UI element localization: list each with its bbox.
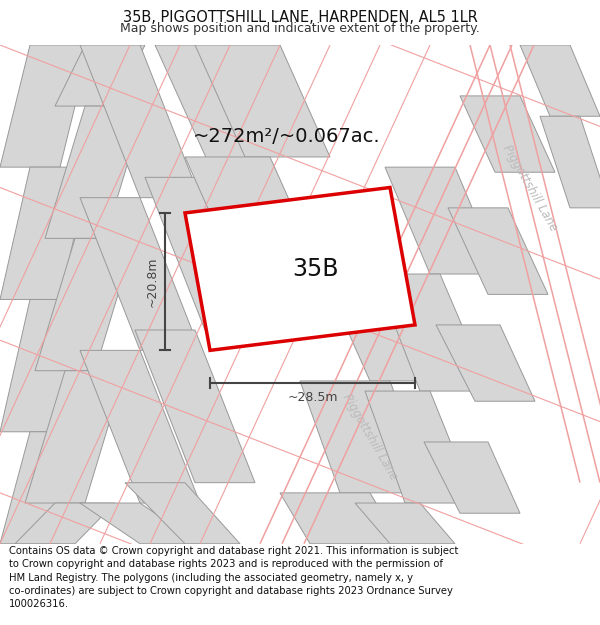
Polygon shape (80, 351, 200, 503)
Polygon shape (25, 371, 125, 503)
Polygon shape (80, 198, 200, 351)
Polygon shape (448, 208, 548, 294)
Polygon shape (15, 503, 115, 544)
Text: Piggottshill Lane: Piggottshill Lane (340, 391, 400, 482)
Text: ~28.5m: ~28.5m (287, 391, 338, 404)
Polygon shape (540, 116, 600, 208)
Text: Piggottshill Lane: Piggottshill Lane (500, 142, 560, 233)
Polygon shape (55, 45, 145, 106)
Polygon shape (300, 381, 430, 493)
Polygon shape (280, 493, 400, 544)
Text: 35B, PIGGOTTSHILL LANE, HARPENDEN, AL5 1LR: 35B, PIGGOTTSHILL LANE, HARPENDEN, AL5 1… (122, 10, 478, 25)
Polygon shape (355, 503, 455, 544)
Polygon shape (520, 45, 600, 116)
Text: ~272m²/~0.067ac.: ~272m²/~0.067ac. (193, 127, 381, 146)
Polygon shape (0, 45, 90, 167)
Polygon shape (0, 299, 90, 432)
Polygon shape (35, 238, 135, 371)
Polygon shape (185, 157, 320, 269)
Polygon shape (45, 106, 145, 238)
Polygon shape (145, 177, 265, 330)
Polygon shape (135, 330, 255, 482)
Polygon shape (0, 432, 90, 544)
Polygon shape (424, 442, 520, 513)
Text: Contains OS data © Crown copyright and database right 2021. This information is : Contains OS data © Crown copyright and d… (9, 546, 458, 609)
Polygon shape (436, 325, 535, 401)
Polygon shape (385, 167, 500, 274)
Polygon shape (155, 45, 270, 177)
Text: 35B: 35B (292, 257, 338, 281)
Polygon shape (365, 391, 475, 503)
Polygon shape (80, 45, 200, 198)
Text: ~20.8m: ~20.8m (146, 256, 159, 307)
Polygon shape (185, 188, 415, 351)
Polygon shape (320, 269, 450, 381)
Polygon shape (0, 167, 90, 299)
Polygon shape (125, 482, 240, 544)
Text: Map shows position and indicative extent of the property.: Map shows position and indicative extent… (120, 22, 480, 35)
Polygon shape (80, 503, 200, 544)
Polygon shape (195, 45, 330, 157)
Polygon shape (460, 96, 555, 172)
Polygon shape (375, 274, 490, 391)
